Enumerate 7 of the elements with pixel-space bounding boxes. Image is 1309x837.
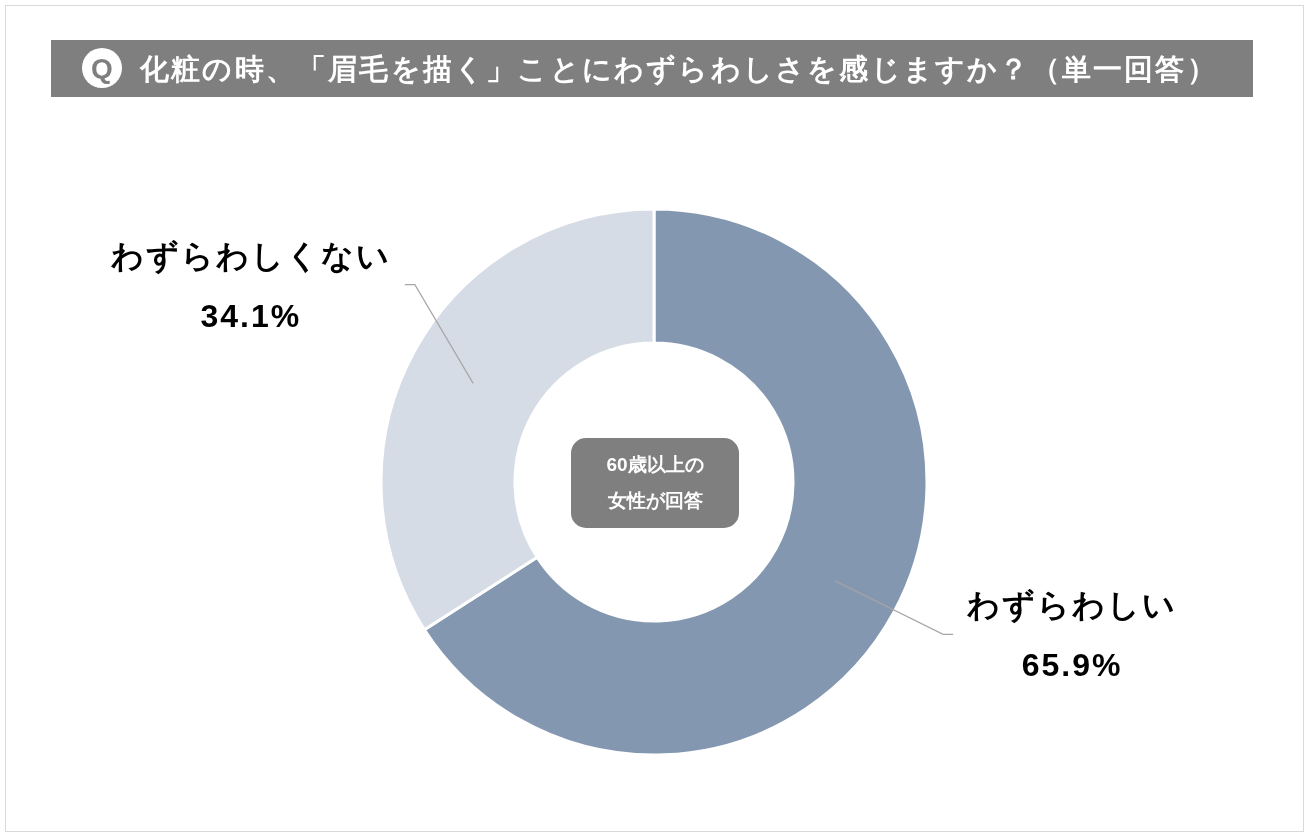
slice-label: わずらわしい [967,587,1178,625]
data-label: 65.9% [1021,647,1123,684]
slice-label: わずらわしくない [110,237,391,275]
text: Q [91,53,113,84]
chart-title: 化粧の時、「眉毛を描く」ことにわずらわしさを感じますか？（単一回答） [139,53,1218,86]
data-label: 34.1% [200,297,302,334]
text: 60歳以上の女性が回答 [606,454,704,511]
